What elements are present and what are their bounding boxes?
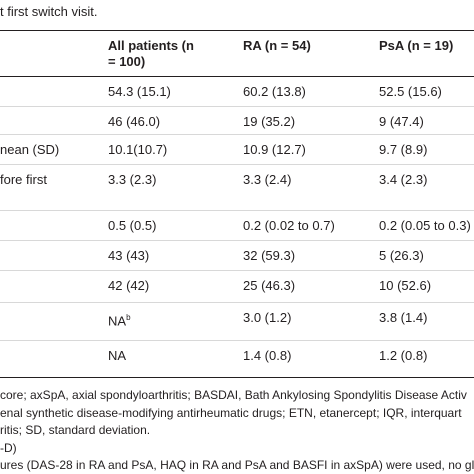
table-cell: 52.5 (15.6) bbox=[379, 84, 442, 99]
table-cell: 25 (46.3) bbox=[243, 278, 296, 293]
row-label: fore first bbox=[0, 172, 47, 187]
table-cell: 0.2 (0.05 to 0.3) bbox=[379, 218, 471, 233]
table-cell: 1.4 (0.8) bbox=[243, 348, 292, 363]
row-label: nean (SD) bbox=[0, 142, 60, 157]
table-cell: 60.2 (13.8) bbox=[243, 84, 306, 99]
bottom-rule bbox=[0, 377, 474, 378]
table-cell: 3.8 (1.4) bbox=[379, 310, 428, 325]
table-cell: 42 (42) bbox=[108, 278, 150, 293]
column-header: RA (n = 54) bbox=[243, 38, 311, 53]
table-cell: 10.9 (12.7) bbox=[243, 142, 306, 157]
table-cell: 3.0 (1.2) bbox=[243, 310, 292, 325]
table-cell: 3.3 (2.4) bbox=[243, 172, 292, 187]
table-cell: 3.4 (2.3) bbox=[379, 172, 428, 187]
row-divider bbox=[0, 164, 474, 165]
table-cell: 3.3 (2.3) bbox=[108, 172, 157, 187]
footnote: enal synthetic disease-modifying antirhe… bbox=[0, 405, 462, 420]
footnote: ures (DAS-28 in RA and PsA, HAQ in RA an… bbox=[0, 458, 474, 472]
row-divider bbox=[0, 302, 474, 303]
row-divider bbox=[0, 210, 474, 211]
footnote: ritis; SD, standard deviation. bbox=[0, 423, 151, 437]
caption: t first switch visit. bbox=[0, 4, 98, 19]
row-divider bbox=[0, 134, 474, 135]
table-cell: 46 (46.0) bbox=[108, 114, 161, 129]
footnote: -D) bbox=[0, 440, 17, 455]
table-cell: NA bbox=[108, 348, 127, 363]
table-cell: 10 (52.6) bbox=[379, 278, 432, 293]
table-cell: 5 (26.3) bbox=[379, 248, 424, 263]
column-header: PsA (n = 19) bbox=[379, 38, 454, 53]
table-cell: NAb bbox=[108, 313, 131, 329]
table-cell: 0.5 (0.5) bbox=[108, 218, 157, 233]
row-divider bbox=[0, 270, 474, 271]
row-divider bbox=[0, 340, 474, 341]
footnote-marker: b bbox=[126, 313, 131, 322]
top-rule bbox=[0, 30, 474, 31]
table-cell: 32 (59.3) bbox=[243, 248, 296, 263]
table-cell: 9 (47.4) bbox=[379, 114, 424, 129]
header-rule bbox=[0, 76, 474, 77]
footnote: core; axSpA, axial spondyloarthritis; BA… bbox=[0, 388, 467, 402]
table-cell: 19 (35.2) bbox=[243, 114, 296, 129]
table-cell: 9.7 (8.9) bbox=[379, 142, 428, 157]
row-divider bbox=[0, 240, 474, 241]
table-cell: 54.3 (15.1) bbox=[108, 84, 171, 99]
table-cell: 0.2 (0.02 to 0.7) bbox=[243, 218, 335, 233]
table-cell: 10.1(10.7) bbox=[108, 142, 168, 157]
column-header: All patients (n = 100) bbox=[108, 38, 194, 69]
table-cell: 43 (43) bbox=[108, 248, 150, 263]
row-divider bbox=[0, 106, 474, 107]
table-cell: 1.2 (0.8) bbox=[379, 348, 428, 363]
